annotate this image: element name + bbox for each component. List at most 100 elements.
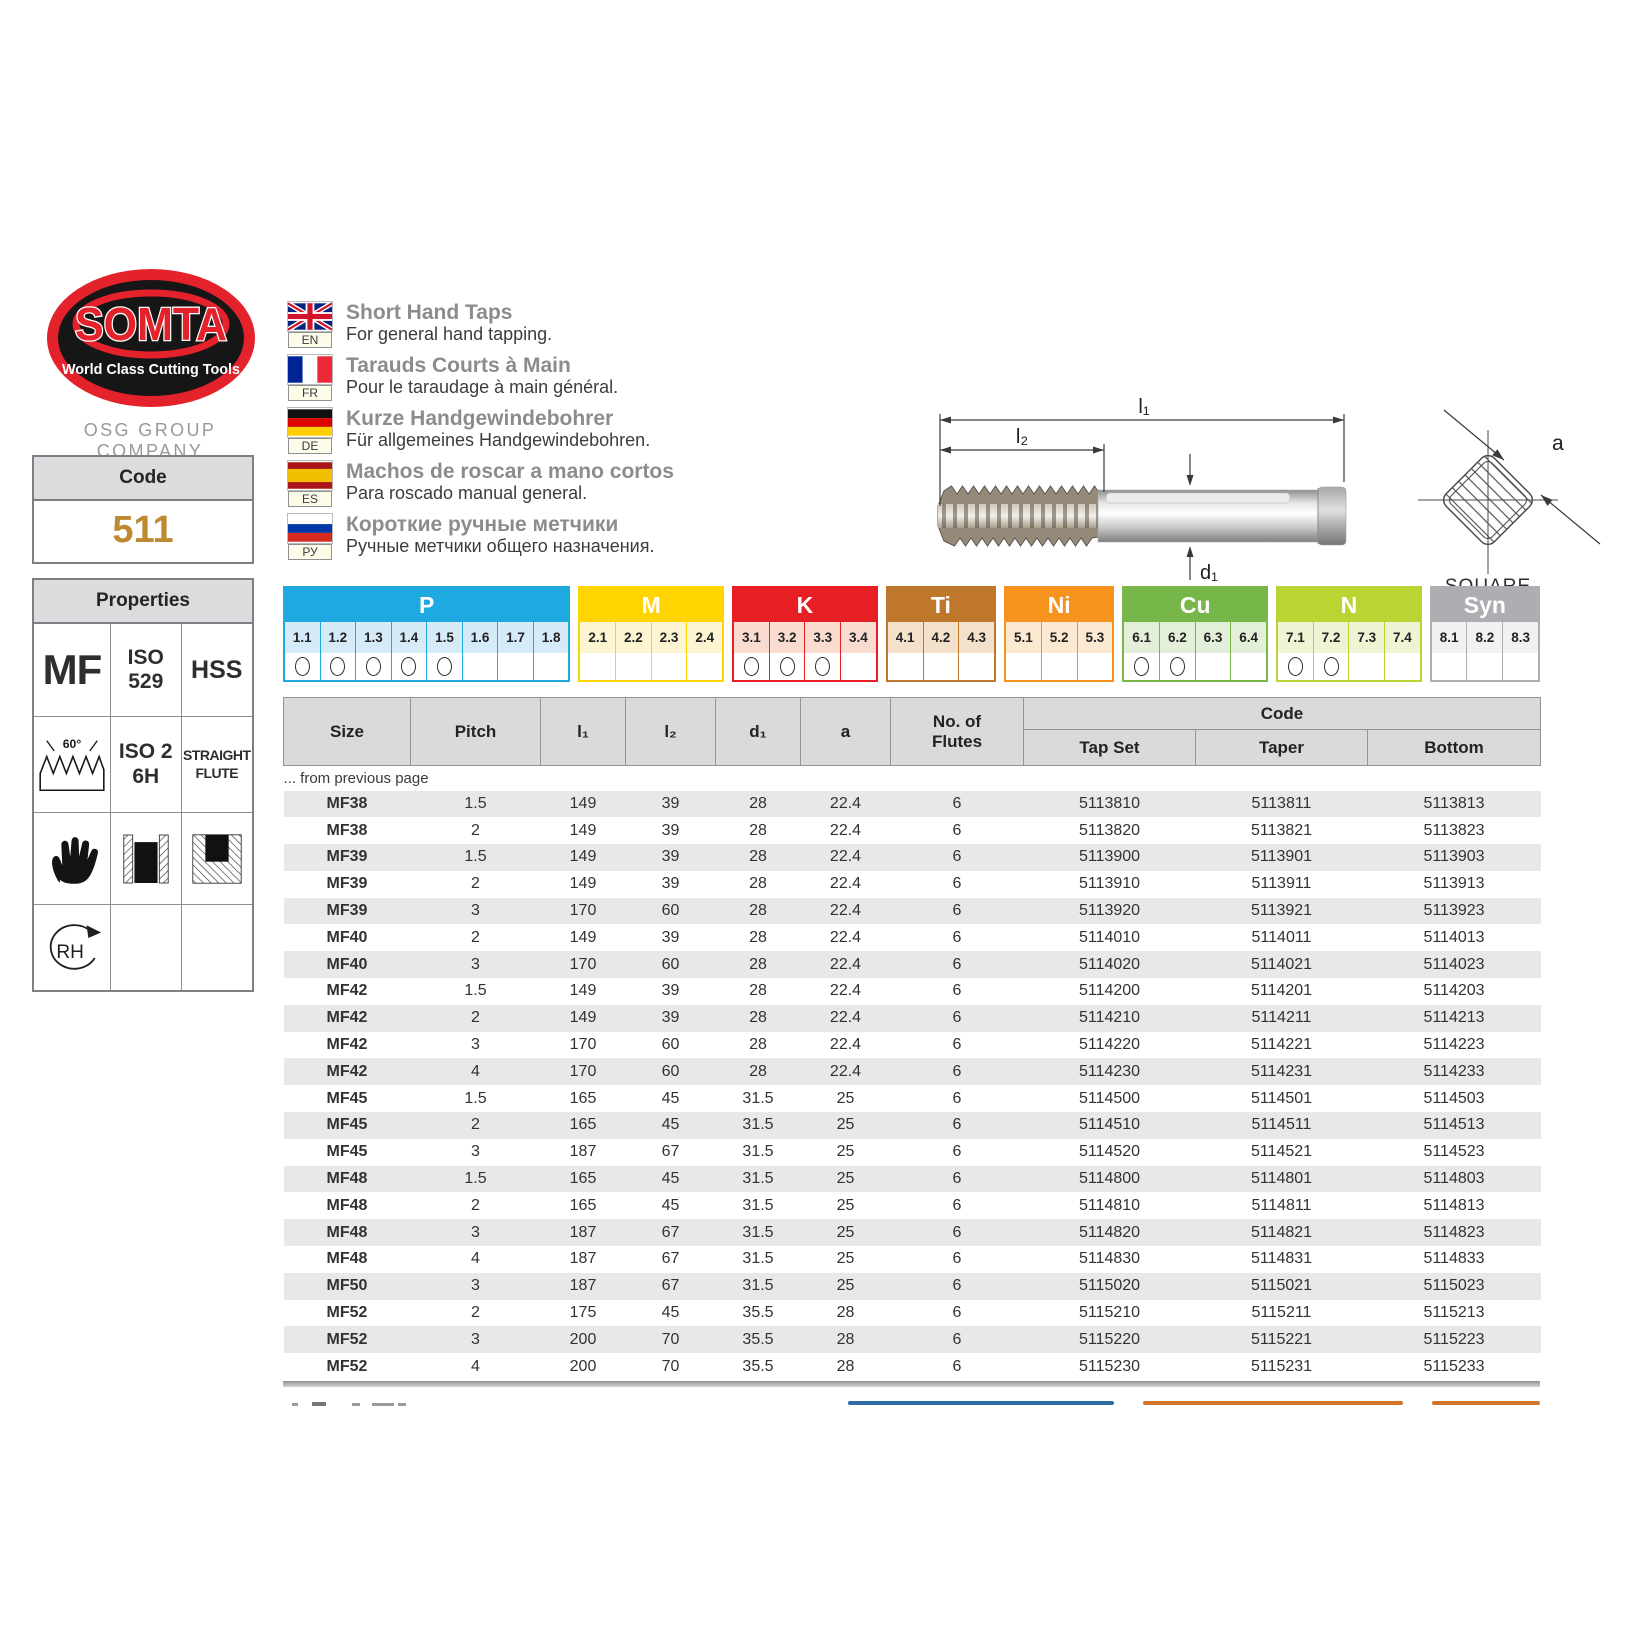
- cell: 22.4: [829, 955, 862, 973]
- cell: 5113923: [1423, 902, 1485, 920]
- material-cell-2.2: 2.2: [615, 622, 651, 680]
- cell: 5115220: [1078, 1330, 1141, 1348]
- material-cell-6.1: 6.1: [1124, 622, 1159, 680]
- material-group-header: Ni: [1006, 588, 1113, 622]
- material-cell-label: 4.3: [959, 622, 995, 653]
- somta-logo-icon: SOMTA World Class Cutting Tools: [47, 269, 255, 407]
- cell: 5115223: [1423, 1330, 1485, 1348]
- cell-size: MF42: [326, 1062, 368, 1080]
- material-cell-label: 3.2: [769, 622, 805, 653]
- cell: 5115221: [1250, 1330, 1313, 1348]
- cell: 5115211: [1251, 1304, 1312, 1322]
- cell: 4: [471, 1062, 480, 1080]
- cell: 187: [569, 1277, 597, 1295]
- material-cell-label: 1.2: [320, 622, 356, 653]
- material-cell-1.8: 1.8: [532, 622, 569, 680]
- cell: 25: [836, 1277, 855, 1295]
- cell: 3: [471, 1277, 480, 1295]
- cell: 5113820: [1078, 821, 1141, 839]
- iso529-line2: 529: [128, 670, 164, 693]
- material-group-header: Syn: [1431, 588, 1538, 622]
- material-unmarked: [841, 653, 876, 680]
- material-cell-label: 1.7: [498, 622, 533, 653]
- cell: 149: [569, 821, 597, 839]
- cell: 4: [471, 1250, 480, 1268]
- cell: 187: [569, 1143, 597, 1161]
- table-row: MF39 1.5 149 39 28 22.4 6 5113900 5113901 5113903: [283, 844, 1541, 871]
- material-cell-1.5: 1.5: [426, 622, 462, 680]
- cell: 25: [836, 1170, 855, 1188]
- material-unmarked: [1349, 653, 1385, 680]
- properties-grid: MF ISO 529 HSS 60° ISO 2 6H STRAIGHT FLUTE: [34, 624, 252, 990]
- iso529-line1: ISO: [127, 645, 164, 669]
- product-title: Machos de roscar a mano cortos: [346, 460, 674, 483]
- dimension-lines: [939, 414, 1345, 580]
- material-group-Cu: Cu 6.1 6.2 6.3 6.4: [1122, 586, 1269, 682]
- clipped-text-fragment: [352, 1403, 360, 1406]
- cell: 170: [569, 1036, 597, 1054]
- right-hand-rotation-icon: RH: [34, 904, 111, 990]
- material-marked: [805, 653, 841, 680]
- language-row-uk: EN Short Hand Taps For general hand tappin…: [287, 301, 888, 348]
- cell: 28: [749, 821, 767, 839]
- cell: 5115230: [1078, 1357, 1141, 1375]
- col-header-taper: Taper: [1195, 729, 1368, 766]
- table-row: MF39 2 149 39 28 22.4 6 5113910 5113911 5113913: [284, 871, 1541, 898]
- cell: 5115023: [1423, 1277, 1485, 1295]
- table-row: MF42 4 170 60 28 22.4 6 5114230 5114231 5114233: [283, 1058, 1541, 1086]
- cell: 39: [661, 928, 680, 946]
- material-unmarked: [651, 653, 687, 680]
- cell: 22.4: [829, 902, 862, 920]
- cell: 5114503: [1423, 1089, 1485, 1107]
- dim-l2-label: l₂: [1016, 426, 1028, 448]
- cell: 28: [749, 982, 767, 1000]
- product-subtitle: For general hand tapping.: [346, 324, 553, 345]
- flutes-line2: Flutes: [931, 731, 983, 751]
- material-cell-3.3: 3.3: [804, 622, 841, 680]
- cell: 5113811: [1251, 794, 1312, 812]
- material-cell-5.3: 5.3: [1076, 622, 1113, 680]
- material-cell-label: 7.4: [1385, 622, 1420, 653]
- cell-size: MF48: [326, 1170, 368, 1188]
- cell: 6: [952, 1223, 962, 1241]
- cell: 6: [952, 1357, 962, 1375]
- clipped-text-fragment: [292, 1403, 298, 1406]
- cell: 5114520: [1078, 1143, 1141, 1161]
- cell: 5114510: [1078, 1116, 1141, 1134]
- cell: 6: [952, 1250, 962, 1268]
- col-header-l2: l₂: [625, 697, 716, 766]
- material-marked: [769, 653, 805, 680]
- marked-circle-icon: [1287, 657, 1303, 676]
- cell: 5113823: [1423, 821, 1485, 839]
- uk-flag-icon: EN: [287, 301, 333, 348]
- material-cells: 4.1 4.2 4.3: [887, 622, 995, 680]
- material-unmarked: [687, 653, 723, 680]
- cell: 170: [569, 1062, 597, 1080]
- cell: 5113903: [1423, 848, 1485, 866]
- material-cells: 5.1 5.2 5.3: [1006, 622, 1113, 680]
- de-flag-icon: DE: [287, 407, 333, 454]
- material-unmarked: [616, 653, 651, 680]
- product-title: Tarauds Courts à Main: [346, 354, 571, 377]
- cell: 5113810: [1078, 794, 1141, 812]
- cell: 200: [569, 1330, 597, 1348]
- material-unmarked: [1195, 653, 1231, 680]
- material-cell-label: 7.2: [1313, 622, 1349, 653]
- cell: 5114501: [1250, 1089, 1313, 1107]
- cell: 5114201: [1250, 982, 1313, 1000]
- cell: 5114233: [1423, 1062, 1485, 1080]
- marked-circle-icon: [436, 657, 452, 676]
- cell-size: MF52: [326, 1304, 368, 1322]
- cell: 6: [952, 955, 962, 973]
- material-cell-label: 2.3: [651, 622, 687, 653]
- cell: 6: [952, 1170, 962, 1188]
- cell: 22.4: [829, 821, 862, 839]
- cell: 3: [471, 902, 480, 920]
- cell: 165: [569, 1116, 597, 1134]
- cell-size: MF45: [326, 1116, 368, 1134]
- language-code-label: РУ: [288, 544, 332, 560]
- cell: 2: [471, 1116, 480, 1134]
- cell: 2: [471, 1009, 480, 1027]
- cell: 5113813: [1423, 794, 1485, 812]
- material-cell-label: 6.2: [1160, 622, 1195, 653]
